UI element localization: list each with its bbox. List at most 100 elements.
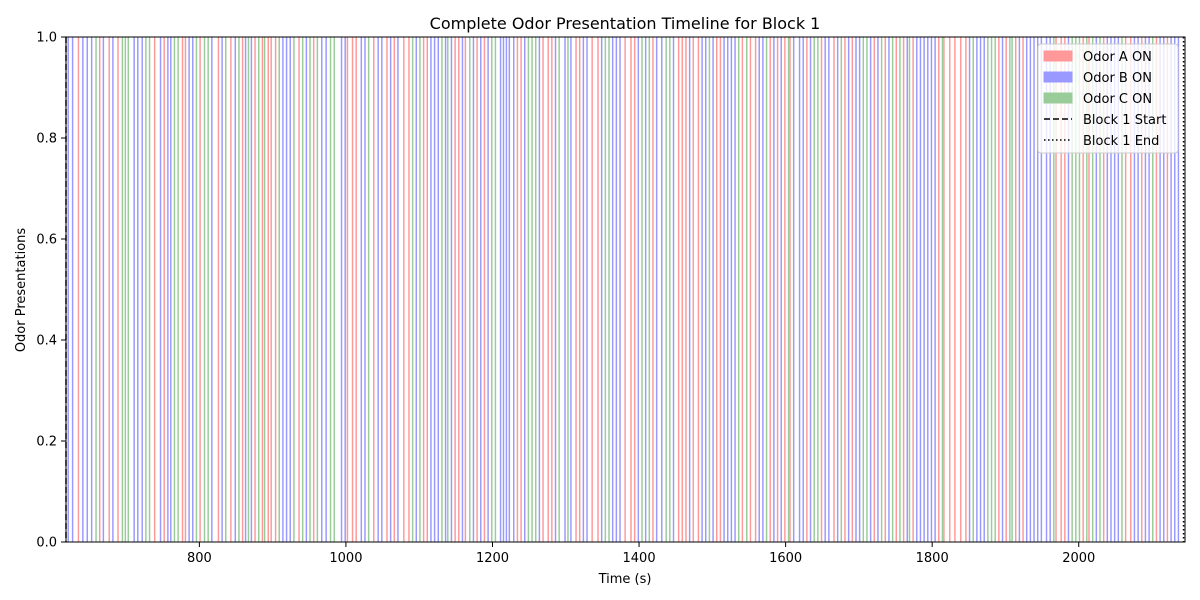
- odor-event-bar: [833, 37, 835, 542]
- odor-event-bar: [472, 37, 475, 542]
- odor-event-bar: [403, 37, 405, 542]
- odor-event-bar: [1163, 37, 1165, 542]
- odor-event-bar: [1025, 37, 1028, 542]
- odor-event-bar: [95, 37, 97, 542]
- odor-event-bar: [254, 37, 256, 542]
- legend-swatch: [1043, 71, 1073, 83]
- odor-event-bar: [655, 37, 658, 542]
- odor-event-bar: [145, 37, 147, 542]
- odor-event-bar: [847, 37, 850, 542]
- odor-event-bar: [430, 37, 432, 542]
- odor-event-bar: [258, 37, 260, 542]
- odor-event-bar: [1177, 37, 1180, 542]
- odor-event-bar: [965, 37, 967, 542]
- x-tick-label: 800: [187, 551, 212, 566]
- odor-event-bar: [746, 37, 748, 542]
- odor-event-bar: [806, 37, 808, 542]
- odor-event-bar: [990, 37, 993, 542]
- odor-event-bar: [1036, 37, 1039, 542]
- odor-event-bar: [773, 37, 775, 542]
- odor-event-bar: [344, 37, 346, 542]
- odor-event-bar: [77, 37, 80, 542]
- odor-event-bar: [360, 37, 363, 542]
- odor-event-bar: [1102, 37, 1105, 542]
- odor-event-bar: [802, 37, 804, 542]
- y-tick-label: 0.2: [36, 435, 57, 450]
- plot-frame: [65, 36, 1186, 543]
- odor-event-bar: [927, 37, 929, 542]
- odor-event-bar: [582, 37, 585, 542]
- odor-event-bar: [578, 37, 581, 542]
- odor-event-bar: [851, 37, 854, 542]
- odor-event-bar: [692, 37, 695, 542]
- odor-event-bar: [278, 37, 280, 542]
- odor-event-bar: [844, 37, 846, 542]
- odor-event-bar: [188, 37, 190, 542]
- odor-event-bar: [1137, 37, 1139, 542]
- chart-title: Complete Odor Presentation Timeline for …: [430, 14, 821, 33]
- odor-event-bar: [1082, 37, 1084, 542]
- legend-swatch: [1043, 50, 1073, 62]
- x-tick-label: 1800: [916, 551, 949, 566]
- odor-event-bar: [1113, 37, 1116, 542]
- odor-event-bar: [117, 37, 119, 542]
- odor-event-bar: [203, 37, 206, 542]
- odor-event-bar: [483, 37, 486, 542]
- odor-event-bar: [1049, 37, 1051, 542]
- odor-event-bar: [419, 37, 421, 542]
- odor-event-bar: [968, 37, 971, 542]
- odor-event-bar: [1045, 37, 1048, 542]
- odor-event-bar: [734, 37, 736, 542]
- odor-event-bar: [1106, 37, 1109, 542]
- odor-event-bar: [441, 37, 443, 542]
- odor-event-bar: [1141, 37, 1143, 542]
- odor-event-bar: [538, 37, 541, 542]
- odor-event-bar: [994, 37, 996, 542]
- odor-event-bar: [930, 37, 933, 542]
- odor-event-bar: [1053, 37, 1055, 542]
- odor-event-bar: [880, 37, 883, 542]
- odor-event-bar: [987, 37, 989, 542]
- odor-event-bar: [293, 37, 295, 542]
- odor-event-bar: [669, 37, 671, 542]
- odor-event-bar: [1133, 37, 1136, 542]
- odor-event-bar: [513, 37, 515, 542]
- legend-label: Odor B ON: [1083, 71, 1152, 86]
- odor-event-bar: [397, 37, 399, 542]
- odor-event-bar: [234, 37, 237, 542]
- odor-event-bar: [1099, 37, 1101, 542]
- odor-event-bar: [542, 37, 544, 542]
- odor-event-bar: [1005, 37, 1007, 542]
- odor-event-bar: [329, 37, 332, 542]
- odor-event-bar: [447, 37, 449, 542]
- odor-event-bar: [949, 37, 951, 542]
- odor-event-bar: [891, 37, 894, 542]
- bars-layer: [67, 37, 1180, 542]
- odor-event-bar: [858, 37, 861, 542]
- odor-event-bar: [389, 37, 392, 542]
- odor-event-bar: [1144, 37, 1147, 542]
- odor-event-bar: [177, 37, 179, 542]
- odor-event-bar: [1088, 37, 1090, 542]
- odor-event-bar: [895, 37, 898, 542]
- odor-event-bar: [321, 37, 323, 542]
- odor-event-bar: [730, 37, 733, 542]
- odor-event-bar: [433, 37, 436, 542]
- odor-event-bar: [1011, 37, 1013, 542]
- odor-event-bar: [221, 37, 223, 542]
- odor-event-bar: [454, 37, 456, 542]
- odor-event-bar: [884, 37, 887, 542]
- odor-event-bar: [591, 37, 593, 542]
- odor-event-bar: [633, 37, 636, 542]
- odor-event-bar: [611, 37, 614, 542]
- odor-event-bar: [652, 37, 654, 542]
- odor-event-bar: [1170, 37, 1172, 542]
- odor-event-bar: [316, 37, 319, 542]
- odor-event-bar: [241, 37, 244, 542]
- odor-event-bar: [719, 37, 722, 542]
- odor-event-bar: [1124, 37, 1127, 542]
- x-axis-label: Time (s): [598, 572, 652, 587]
- odor-event-bar: [737, 37, 740, 542]
- odor-event-bar: [1060, 37, 1062, 542]
